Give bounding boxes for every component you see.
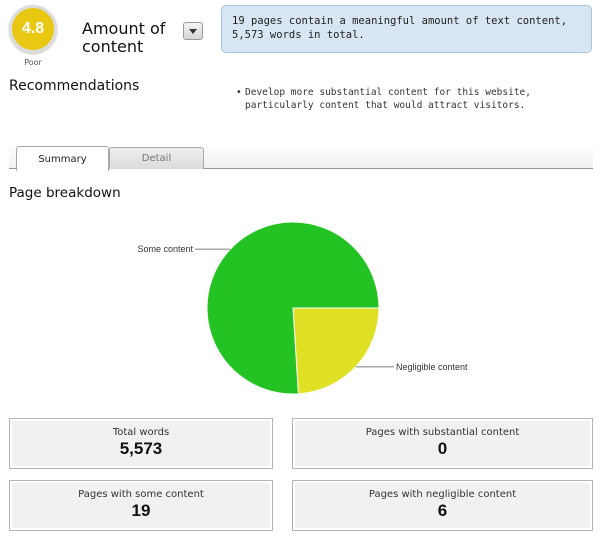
- stat-negligible-pages: Pages with negligible content 6: [292, 480, 593, 531]
- recommendation-item: • Develop more substantial content for t…: [236, 86, 576, 112]
- stat-some-content-pages: Pages with some content 19: [9, 480, 273, 531]
- tab-detail[interactable]: Detail: [109, 147, 204, 169]
- section-title: Amount of content: [82, 19, 166, 56]
- stat-substantial-pages: Pages with substantial content 0: [292, 418, 593, 469]
- section-menu-button[interactable]: [183, 22, 203, 40]
- info-text: 19 pages contain a meaningful amount of …: [232, 15, 568, 41]
- bullet-icon: •: [236, 87, 242, 98]
- stat-total-words: Total words 5,573: [9, 418, 273, 469]
- score-badge: 4.8: [9, 5, 57, 53]
- stat-label: Total words: [112, 427, 170, 438]
- recommendations-heading: Recommendations: [9, 78, 140, 94]
- stat-label: Pages with substantial content: [365, 427, 520, 438]
- pie-label: Negligible content: [396, 362, 468, 372]
- stat-label: Pages with negligible content: [368, 489, 517, 500]
- stat-value: 5,573: [119, 439, 163, 458]
- score-value: 4.8: [21, 20, 45, 37]
- pie-label: Some content: [137, 244, 193, 254]
- score-rating-label: Poor: [24, 58, 42, 67]
- breakdown-title: Page breakdown: [9, 185, 121, 201]
- chevron-down-icon: [189, 28, 197, 34]
- page-breakdown-pie-chart: Negligible content Some content: [137, 221, 468, 395]
- recommendation-text: Develop more substantial content for thi…: [245, 87, 531, 111]
- stat-value: 19: [131, 501, 151, 520]
- pie-slice-negligible-content: [292, 307, 380, 395]
- tab-summary[interactable]: Summary: [16, 146, 109, 171]
- stat-value: 6: [437, 501, 448, 520]
- stat-label: Pages with some content: [78, 489, 204, 500]
- pie-slice-some-content: [206, 221, 380, 395]
- info-box: 19 pages contain a meaningful amount of …: [221, 5, 592, 53]
- stat-value: 0: [437, 439, 448, 458]
- tab-bar: Summary Detail: [9, 144, 593, 171]
